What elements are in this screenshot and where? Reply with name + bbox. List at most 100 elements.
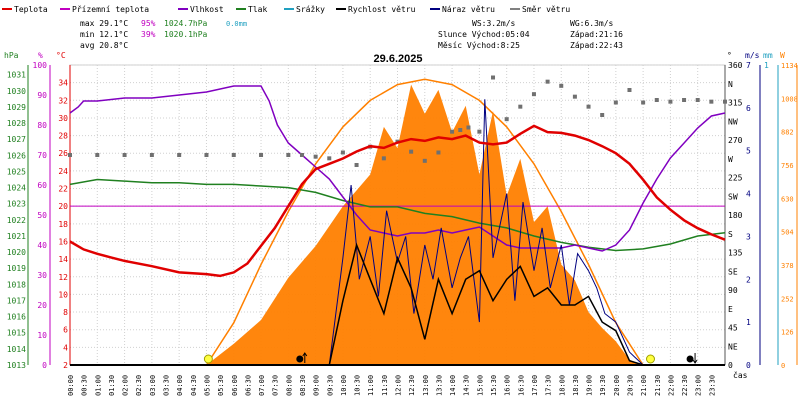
- stat-min-hum: 39%: [141, 30, 156, 39]
- tick-label-celsius: 30: [58, 114, 68, 123]
- tick-label-time: 09:00: [313, 375, 321, 396]
- tick-label-degree: 180: [728, 211, 743, 220]
- tick-label-time: 11:30: [381, 375, 389, 396]
- stat-min-press: 1020.1hPa: [164, 30, 208, 39]
- marker-moon-set: [686, 355, 694, 363]
- tick-label-time: 12:30: [408, 375, 416, 396]
- tick-label-percent: 80: [37, 121, 47, 130]
- tick-label-hpa: 1027: [7, 135, 26, 144]
- tick-label-w: 252: [781, 295, 794, 303]
- tick-label-hpa: 1029: [7, 103, 26, 112]
- plot-area: [68, 75, 727, 366]
- tick-label-time: 06:30: [244, 375, 252, 396]
- tick-label-celsius: 28: [58, 132, 68, 141]
- point-wind-direction: [122, 153, 127, 157]
- tick-label-celsius: 24: [58, 167, 68, 176]
- tick-label-time: 10:00: [340, 375, 348, 396]
- tick-label-degree: 90: [728, 286, 738, 295]
- stat-avg-temp: avg 20.8°C: [80, 41, 128, 50]
- tick-label-time: 03:00: [149, 375, 157, 396]
- tick-label-time: 15:30: [490, 375, 498, 396]
- tick-label-degree: NE: [728, 342, 738, 351]
- tick-label-time: 18:30: [572, 375, 580, 396]
- series-temperature: [69, 124, 726, 278]
- axis-unit-degree: °: [727, 51, 732, 60]
- point-wind-direction: [313, 154, 318, 159]
- tick-label-percent: 30: [37, 271, 47, 280]
- tick-label-w: 1134: [781, 62, 798, 70]
- legend-label-rain: Srážky: [296, 5, 325, 14]
- series-pressure: [69, 178, 726, 252]
- tick-label-time: 18:00: [558, 375, 566, 396]
- tick-label-time: 22:00: [667, 375, 675, 396]
- tick-label-time: 08:00: [285, 375, 293, 396]
- tick-label-time: 14:30: [463, 375, 471, 396]
- tick-label-percent: 60: [37, 181, 47, 190]
- tick-label-degree: SW: [728, 192, 738, 201]
- tick-label-percent: 70: [37, 151, 47, 160]
- axis-unit-mm: mm: [763, 51, 773, 60]
- tick-label-ms: 2: [746, 275, 751, 284]
- point-wind-direction: [299, 153, 304, 157]
- marker-sun-set: [645, 354, 655, 364]
- tick-label-w: 756: [781, 162, 794, 170]
- tick-label-time: 09:30: [326, 375, 334, 396]
- tick-label-hpa: 1022: [7, 216, 26, 225]
- legend-label-direction: Směr větru: [522, 5, 570, 14]
- tick-label-time: 01:30: [108, 375, 116, 396]
- tick-label-ms: 0: [746, 361, 751, 370]
- point-wind-direction: [668, 99, 673, 104]
- point-wind-direction: [709, 99, 714, 104]
- tick-label-celsius: 18: [58, 220, 68, 229]
- tick-label-w: 1008: [781, 95, 798, 103]
- point-wind-direction: [654, 98, 659, 102]
- tick-label-hpa: 1019: [7, 264, 26, 273]
- tick-label-time: 16:30: [517, 375, 525, 396]
- tick-label-time: 14:00: [449, 375, 457, 396]
- tick-label-celsius: 8: [63, 308, 68, 317]
- tick-label-time: 23:30: [708, 375, 716, 396]
- tick-label-w: 882: [781, 129, 794, 137]
- tick-label-time: 22:30: [681, 375, 689, 396]
- tick-label-ms: 4: [746, 190, 751, 199]
- tick-label-time: 21:30: [654, 375, 662, 396]
- legend-label-feels: Přízemní teplota: [72, 5, 149, 14]
- tick-label-hpa: 1016: [7, 313, 26, 322]
- tick-label-hpa: 1023: [7, 200, 26, 209]
- point-wind-direction: [381, 156, 386, 161]
- tick-label-percent: 20: [37, 301, 47, 310]
- tick-label-w: 0: [781, 362, 785, 370]
- tick-label-time: 17:00: [531, 375, 539, 396]
- tick-label-time: 02:00: [122, 375, 130, 396]
- point-wind-direction: [586, 104, 591, 109]
- info-sunset: Západ:21:16: [570, 30, 623, 39]
- point-wind-direction: [354, 163, 359, 167]
- tick-label-celsius: 4: [63, 343, 68, 352]
- tick-label-ms: 6: [746, 104, 751, 113]
- point-wind-direction: [559, 83, 564, 88]
- tick-label-hpa: 1017: [7, 296, 26, 305]
- tick-label-time: 20:00: [613, 375, 621, 396]
- tick-label-time: 13:30: [435, 375, 443, 396]
- point-wind-direction: [613, 100, 618, 105]
- series-wind-speed: [70, 242, 725, 366]
- tick-label-time: 02:30: [135, 375, 143, 396]
- axis-unit-ms: m/s: [745, 51, 760, 60]
- tick-label-time: 07:30: [272, 375, 280, 396]
- point-wind-direction: [149, 153, 154, 157]
- tick-label-time: 20:30: [626, 375, 634, 396]
- tick-label-time: 23:00: [695, 375, 703, 396]
- point-wind-direction: [682, 98, 687, 102]
- tick-label-time: 11:00: [367, 375, 375, 396]
- tick-label-ms: 1: [746, 318, 751, 327]
- tick-label-time: 15:00: [476, 375, 484, 396]
- point-wind-direction: [95, 153, 100, 157]
- tick-label-time: 08:30: [299, 375, 307, 396]
- axis-unit-w: W: [780, 51, 785, 60]
- tick-label-celsius: 12: [58, 273, 68, 282]
- tick-label-time: 01:00: [94, 375, 102, 396]
- point-wind-direction: [177, 153, 182, 157]
- point-wind-direction: [231, 153, 236, 157]
- axis-unit-percent: %: [38, 51, 43, 60]
